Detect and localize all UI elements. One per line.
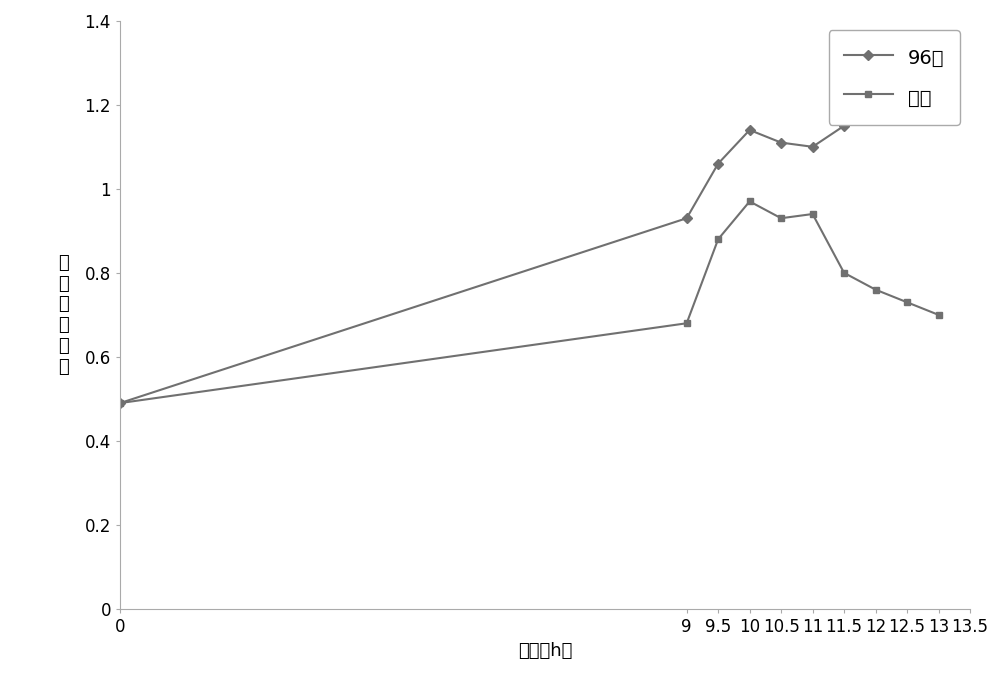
量筒 [114,399,126,407]
Y-axis label: 吸
光
度
平
均
値: 吸 光 度 平 均 値 [58,254,69,376]
96孔 [114,399,126,407]
量筒 [775,214,787,222]
量筒 [712,235,724,244]
96孔 [775,138,787,147]
量筒 [901,298,913,307]
Line: 量筒: 量筒 [117,198,942,407]
量筒 [933,311,945,319]
96孔 [712,159,724,167]
X-axis label: 时间（h）: 时间（h） [518,641,572,659]
96孔 [901,84,913,92]
96孔 [744,126,756,134]
量筒 [807,210,819,218]
96孔 [807,143,819,151]
量筒 [681,319,693,327]
量筒 [838,268,850,277]
96孔 [933,75,945,84]
Legend: 96孔, 量筒: 96孔, 量筒 [828,30,960,125]
96孔 [681,214,693,222]
96孔 [870,105,882,113]
量筒 [870,286,882,294]
量筒 [744,197,756,206]
Line: 96孔: 96孔 [117,76,942,407]
96孔 [838,122,850,130]
